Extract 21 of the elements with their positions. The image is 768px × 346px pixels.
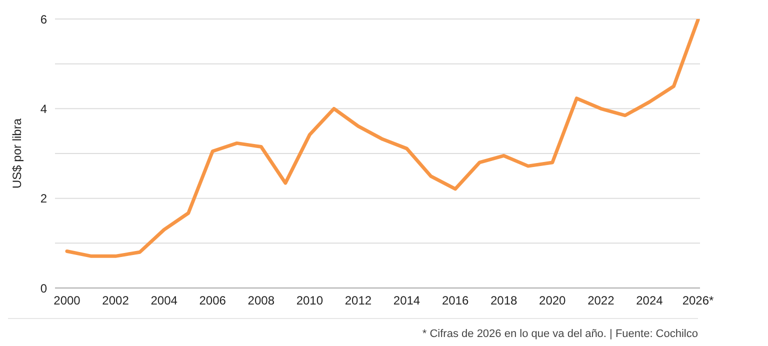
x-tick-label: 2016 <box>442 294 469 308</box>
x-tick-label: 2010 <box>296 294 324 308</box>
x-tick-label: 2026* <box>682 294 714 308</box>
line-series <box>65 19 700 258</box>
x-tick-label: 2008 <box>248 294 275 308</box>
text: * Cifras de 2026 en lo que va del año. | Fuente: Cochilco <box>8 318 698 340</box>
y-axis-title: US$ por libra <box>10 118 24 189</box>
y-tick-label: 2 <box>40 192 48 206</box>
x-tick-label: 2006 <box>199 294 226 308</box>
y-tick-label: 4 <box>40 102 48 116</box>
x-tick-label: 2000 <box>54 294 81 308</box>
x-tick-label: 2014 <box>393 294 420 308</box>
x-tick-label: 2012 <box>344 294 372 308</box>
x-tick-label: 2022 <box>588 294 615 308</box>
y-tick-label: 6 <box>40 12 48 26</box>
x-tick-label: 2020 <box>539 294 566 308</box>
y-tick-label: 0 <box>40 281 48 296</box>
x-tick-label: 2024 <box>636 294 664 308</box>
x-tick-label: 2018 <box>490 294 518 308</box>
x-tick-label: 2004 <box>150 294 178 308</box>
x-tick-label: 2002 <box>102 294 130 308</box>
